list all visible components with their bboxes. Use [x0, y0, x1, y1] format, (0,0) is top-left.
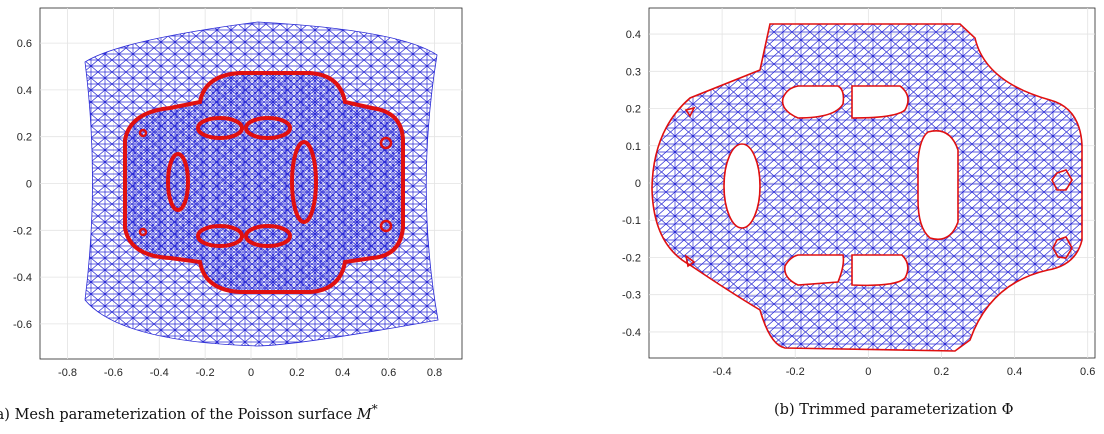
mesh-a-inner [125, 73, 403, 292]
caption-a-sup: * [371, 402, 378, 416]
axes-a-yticks: 0.6 0.4 0.2 0 -0.2 -0.4 -0.6 [13, 38, 32, 331]
boundary-a [123, 71, 405, 294]
axes-b-yticks: 0.4 0.3 0.2 0.1 0 -0.1 -0.2 -0.3 -0.4 [622, 29, 641, 339]
axes-a-xtick-label: 0.2 [289, 367, 304, 379]
caption-a-text: (a) Mesh parameterization of the Poisson… [0, 406, 353, 423]
axes-b-ytick-label: 0.2 [626, 104, 641, 116]
panel-b: -0.4 -0.2 0 0.2 0.4 0.6 0.4 0.3 0.2 0.1 0 -0.1 -0.2… [622, 7, 1096, 378]
axes-b-xtick-label: -0.2 [786, 366, 805, 378]
axes-a-xtick-label: 0.8 [427, 367, 442, 379]
axes-a-ytick-label: 0.4 [17, 85, 32, 97]
axes-a-ytick-label: -0.6 [13, 319, 32, 331]
axes-b-ytick-label: -0.3 [622, 290, 641, 302]
axes-b-ytick-label: -0.2 [622, 252, 641, 264]
axes-a-xtick-label: -0.4 [150, 367, 169, 379]
caption-b: (b) Trimmed parameterization Φ [774, 402, 1014, 418]
axes-a-xtick-label: -0.2 [196, 367, 215, 379]
caption-a-math: M [356, 406, 372, 423]
axes-a-xtick-label: 0.4 [335, 367, 350, 379]
axes-a-xtick-label: -0.6 [104, 367, 123, 379]
axes-a-ytick-label: 0.6 [17, 38, 32, 50]
axes-b-xtick-label: 0.4 [1007, 366, 1022, 378]
caption-b-text: (b) Trimmed parameterization [774, 402, 998, 418]
axes-a-ytick-label: 0.2 [17, 132, 32, 144]
axes-a-xtick-label: 0.6 [381, 367, 396, 379]
axes-a-ytick-label: 0 [26, 179, 32, 191]
axes-b-ytick-label: 0.4 [626, 29, 641, 41]
axes-b-xtick-label: -0.4 [713, 366, 732, 378]
axes-b-ytick-label: -0.1 [622, 215, 641, 227]
caption-b-math: Φ [1001, 402, 1014, 418]
axes-b-ytick-label: 0.1 [626, 141, 641, 153]
axes-a-ytick-label: -0.2 [13, 225, 32, 237]
axes-b-xtick-label: 0.2 [934, 366, 949, 378]
axes-a-xticks: -0.8 -0.6 -0.4 -0.2 0 0.2 0.4 0.6 0.8 [58, 367, 442, 379]
axes-a-xtick-label: -0.8 [58, 367, 77, 379]
axes-b-ytick-label: -0.4 [622, 327, 641, 339]
mesh-b-region [652, 24, 1082, 351]
axes-b-xtick-label: 0 [865, 366, 871, 378]
caption-a: (a) Mesh parameterization of the Poisson… [0, 402, 378, 423]
boundary-b [651, 23, 1083, 352]
axes-b-xticks: -0.4 -0.2 0 0.2 0.4 0.6 [713, 366, 1096, 378]
axes-a-ytick-label: -0.4 [13, 272, 32, 284]
axes-b-ytick-label: 0 [635, 178, 641, 190]
axes-b-xtick-label: 0.6 [1080, 366, 1095, 378]
panel-a: -0.8 -0.6 -0.4 -0.2 0 0.2 0.4 0.6 0.8 0.60.40.20… [13, 7, 463, 379]
axes-b-ytick-label: 0.3 [626, 66, 641, 78]
axes-a-xtick-label: 0 [248, 367, 254, 379]
